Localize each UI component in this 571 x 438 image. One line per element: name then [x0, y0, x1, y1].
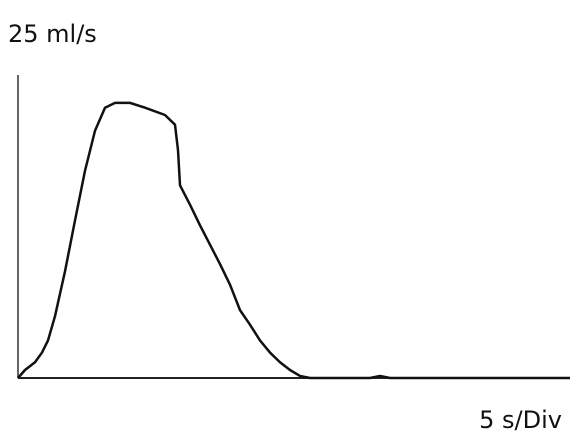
- x-axis-label: 5 s/Div: [479, 406, 562, 434]
- y-axis-label: 25 ml/s: [8, 20, 97, 48]
- flow-curve: [17, 101, 570, 380]
